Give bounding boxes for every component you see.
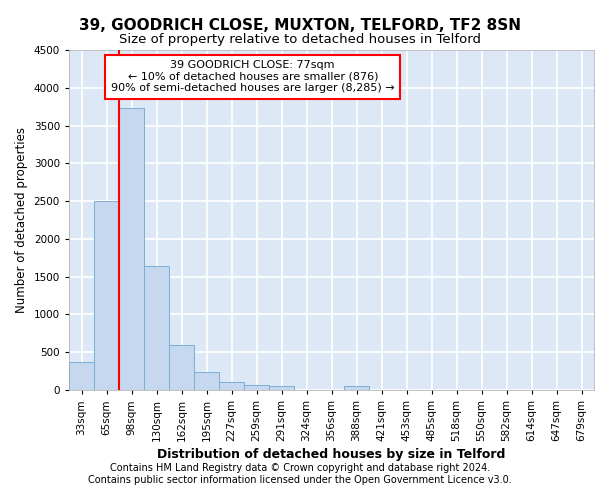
Bar xyxy=(144,266,169,390)
Bar xyxy=(344,386,369,390)
Bar xyxy=(69,362,94,390)
Y-axis label: Number of detached properties: Number of detached properties xyxy=(15,127,28,313)
Bar xyxy=(94,201,119,390)
X-axis label: Distribution of detached houses by size in Telford: Distribution of detached houses by size … xyxy=(157,448,506,461)
Bar xyxy=(119,108,144,390)
Bar xyxy=(194,372,219,390)
Text: 39 GOODRICH CLOSE: 77sqm
← 10% of detached houses are smaller (876)
90% of semi-: 39 GOODRICH CLOSE: 77sqm ← 10% of detach… xyxy=(111,60,395,94)
Text: Contains HM Land Registry data © Crown copyright and database right 2024.
Contai: Contains HM Land Registry data © Crown c… xyxy=(88,464,512,485)
Bar xyxy=(244,385,269,390)
Bar xyxy=(219,382,244,390)
Bar xyxy=(169,344,194,390)
Bar xyxy=(269,386,294,390)
Text: Size of property relative to detached houses in Telford: Size of property relative to detached ho… xyxy=(119,32,481,46)
Text: 39, GOODRICH CLOSE, MUXTON, TELFORD, TF2 8SN: 39, GOODRICH CLOSE, MUXTON, TELFORD, TF2… xyxy=(79,18,521,32)
